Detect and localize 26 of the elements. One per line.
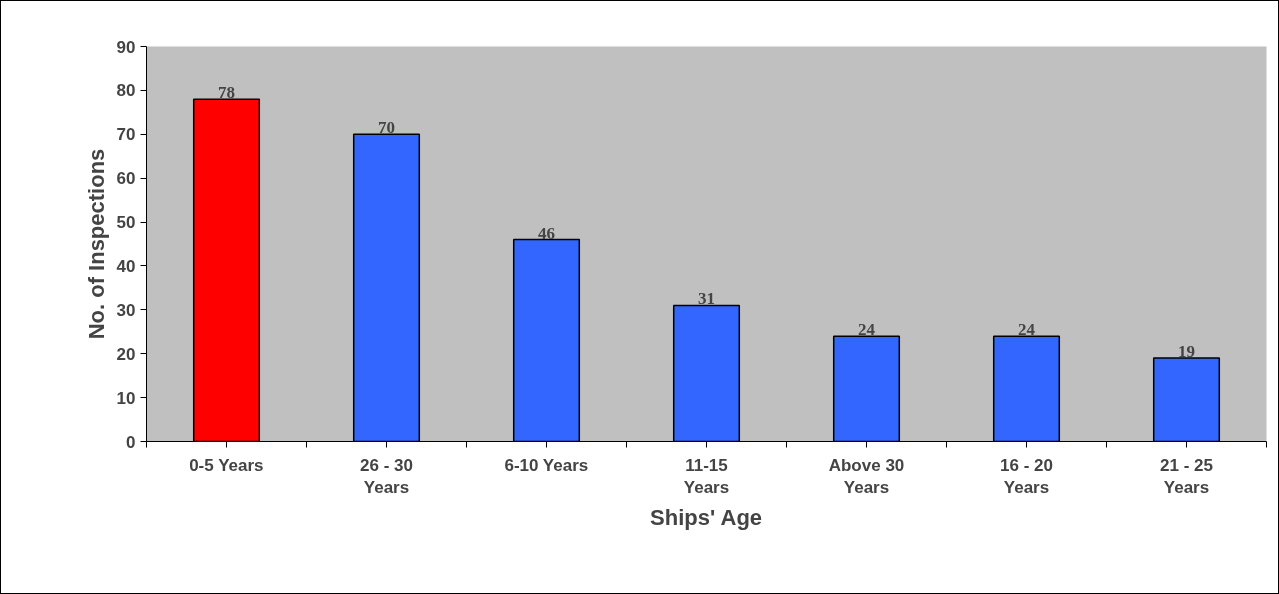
y-tick-label: 20 (116, 344, 136, 364)
x-tick-label: 11-15 Years (683, 455, 730, 498)
data-label: 78 (218, 83, 235, 103)
x-tick-label: 21 - 25 Years (1160, 455, 1213, 498)
y-tick-label: 60 (116, 169, 136, 189)
x-tick-label: 0-5 Years (189, 455, 264, 475)
y-tick-label: 0 (126, 432, 136, 452)
y-tick-label: 80 (116, 81, 136, 101)
data-label: 24 (1018, 320, 1036, 340)
x-axis-title: Ships' Age (650, 505, 763, 531)
data-label: 70 (378, 118, 395, 138)
x-tick-label: 16 - 20 Years (1000, 455, 1053, 498)
y-tick-label: 40 (116, 256, 136, 276)
y-tick-label: 10 (116, 388, 136, 408)
x-tick-label: 6-10 Years (504, 455, 589, 475)
x-tick-label: Above 30 Years (828, 455, 905, 498)
y-tick-label: 90 (116, 37, 136, 57)
data-label: 19 (1178, 342, 1195, 362)
data-label: 24 (858, 320, 876, 340)
y-axis-title: No. of Inspections (83, 148, 109, 340)
data-label: 31 (698, 289, 715, 309)
x-tick-label: 26 - 30 Years (360, 455, 413, 498)
y-tick-label: 70 (116, 125, 136, 145)
y-tick-label: 30 (116, 300, 136, 320)
y-tick-label: 50 (116, 213, 136, 233)
data-label: 46 (538, 223, 555, 243)
